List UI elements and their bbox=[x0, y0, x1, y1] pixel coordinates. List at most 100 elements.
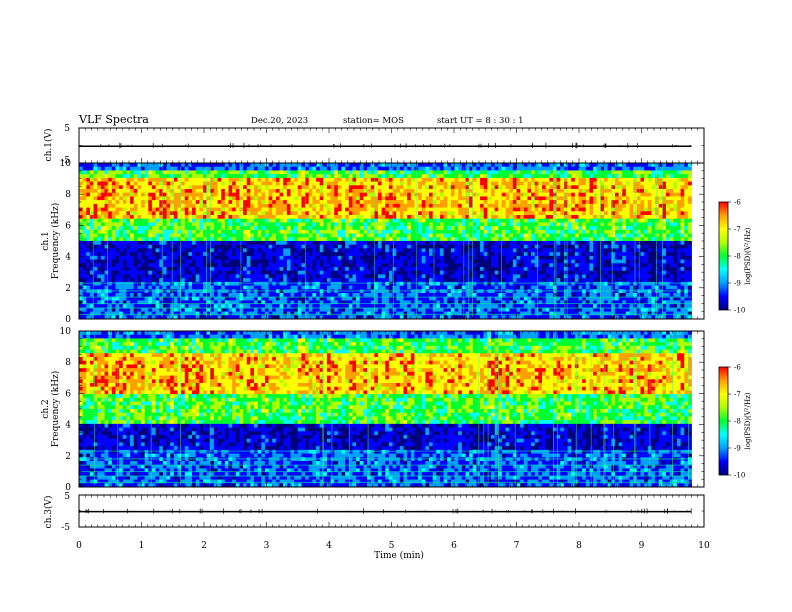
spectrogram-cell bbox=[327, 182, 331, 186]
spectrogram-cell bbox=[640, 200, 644, 204]
spectrogram-cell bbox=[560, 237, 564, 241]
spectrogram-cell bbox=[258, 170, 262, 174]
spectrogram-cell bbox=[557, 248, 561, 252]
spectrogram-cell bbox=[593, 256, 597, 260]
spectrogram-cell bbox=[429, 208, 433, 212]
spectrogram-cell bbox=[236, 178, 240, 182]
spectrogram-cell bbox=[447, 222, 451, 226]
spectrogram-cell bbox=[509, 215, 513, 219]
spectrogram-cell bbox=[134, 222, 138, 226]
spectrogram-cell bbox=[345, 170, 349, 174]
spectrogram-cell bbox=[673, 215, 677, 219]
spectrogram-cell bbox=[440, 241, 444, 245]
spectrogram-cell bbox=[258, 222, 262, 226]
spectrogram-cell bbox=[670, 174, 674, 178]
spectrogram-cell bbox=[615, 219, 619, 223]
spectrogram-cell bbox=[487, 174, 491, 178]
spectrogram-cell bbox=[290, 248, 294, 252]
spectrogram-cell bbox=[94, 222, 98, 226]
spectrogram-cell bbox=[83, 211, 87, 215]
spectrogram-cell bbox=[243, 222, 247, 226]
spectrogram-cell bbox=[309, 204, 313, 208]
spectrogram-cell bbox=[535, 256, 539, 260]
spectrogram-cell bbox=[247, 260, 251, 264]
spectrogram-cell bbox=[688, 237, 692, 241]
spectrogram-cell bbox=[177, 260, 181, 264]
spectrogram-cell bbox=[382, 219, 386, 223]
spectrogram-cell bbox=[458, 260, 462, 264]
spectrogram-cell bbox=[272, 211, 276, 215]
spectrogram-cell bbox=[185, 211, 189, 215]
spectrogram-cell bbox=[159, 263, 163, 267]
spectrogram-cell bbox=[575, 234, 579, 238]
spectrogram-cell bbox=[283, 182, 287, 186]
spectrogram-cell bbox=[352, 211, 356, 215]
spectrogram-cell bbox=[334, 163, 338, 167]
spectrogram-cell bbox=[509, 174, 513, 178]
spectrogram-cell bbox=[491, 196, 495, 200]
spectrogram-cell bbox=[487, 208, 491, 212]
spectrogram-cell bbox=[360, 219, 364, 223]
spectrogram-cell bbox=[589, 167, 593, 171]
spectrogram-cell bbox=[487, 189, 491, 193]
spectrogram-cell bbox=[210, 256, 214, 260]
spectrogram-cell bbox=[276, 211, 280, 215]
spectrogram-cell bbox=[320, 163, 324, 167]
spectrogram-cell bbox=[115, 185, 119, 189]
spectrogram-cell bbox=[513, 234, 517, 238]
spectrogram-cell bbox=[502, 174, 506, 178]
spectrogram-cell bbox=[619, 189, 623, 193]
spectrogram-cell bbox=[436, 204, 440, 208]
spectrogram-cell bbox=[283, 248, 287, 252]
spectrogram-cell bbox=[163, 222, 167, 226]
spectrogram-cell bbox=[94, 196, 98, 200]
spectrogram-cell bbox=[239, 245, 243, 249]
spectrogram-cell bbox=[261, 230, 265, 234]
spectrogram-cell bbox=[323, 189, 327, 193]
spectrogram-cell bbox=[382, 245, 386, 249]
spectrogram-cell bbox=[604, 252, 608, 256]
spectrogram-cell bbox=[553, 196, 557, 200]
spectrogram-cell bbox=[487, 241, 491, 245]
spectrogram-cell bbox=[156, 182, 160, 186]
spectrogram-cell bbox=[192, 237, 196, 241]
spectrogram-cell bbox=[560, 260, 564, 264]
spectrogram-cell bbox=[538, 178, 542, 182]
spectrogram-cell bbox=[301, 226, 305, 230]
spectrogram-cell bbox=[666, 248, 670, 252]
spectrogram-cell bbox=[517, 245, 521, 249]
spectrogram-cell bbox=[367, 237, 371, 241]
spectrogram-cell bbox=[159, 237, 163, 241]
spectrogram-cell bbox=[491, 193, 495, 197]
spectrogram-cell bbox=[655, 226, 659, 230]
spectrogram-cell bbox=[648, 178, 652, 182]
spectrogram-cell bbox=[425, 245, 429, 249]
spectrogram-cell bbox=[126, 193, 130, 197]
spectrogram-cell bbox=[221, 167, 225, 171]
spectrogram-cell bbox=[655, 208, 659, 212]
spectrogram-cell bbox=[557, 182, 561, 186]
spectrogram-cell bbox=[608, 178, 612, 182]
spectrogram-cell bbox=[389, 189, 393, 193]
spectrogram-cell bbox=[338, 234, 342, 238]
spectrogram-cell bbox=[385, 211, 389, 215]
spectrogram-cell bbox=[589, 174, 593, 178]
spectrogram-cell bbox=[688, 208, 692, 212]
spectrogram-cell bbox=[108, 196, 112, 200]
spectrogram-cell bbox=[688, 200, 692, 204]
spectrogram-cell bbox=[440, 174, 444, 178]
spectrogram-cell bbox=[560, 226, 564, 230]
spectrogram-cell bbox=[517, 237, 521, 241]
spectrogram-cell bbox=[502, 204, 506, 208]
spectrogram-cell bbox=[261, 163, 265, 167]
spectrogram-cell bbox=[582, 163, 586, 167]
spectrogram-cell bbox=[312, 185, 316, 189]
spectrogram-cell bbox=[480, 256, 484, 260]
spectrogram-cell bbox=[250, 234, 254, 238]
spectrogram-cell bbox=[210, 170, 214, 174]
spectrogram-cell bbox=[378, 163, 382, 167]
spectrogram-cell bbox=[670, 263, 674, 267]
spectrogram-cell bbox=[582, 167, 586, 171]
spectrogram-cell bbox=[411, 211, 415, 215]
spectrogram-cell bbox=[276, 230, 280, 234]
